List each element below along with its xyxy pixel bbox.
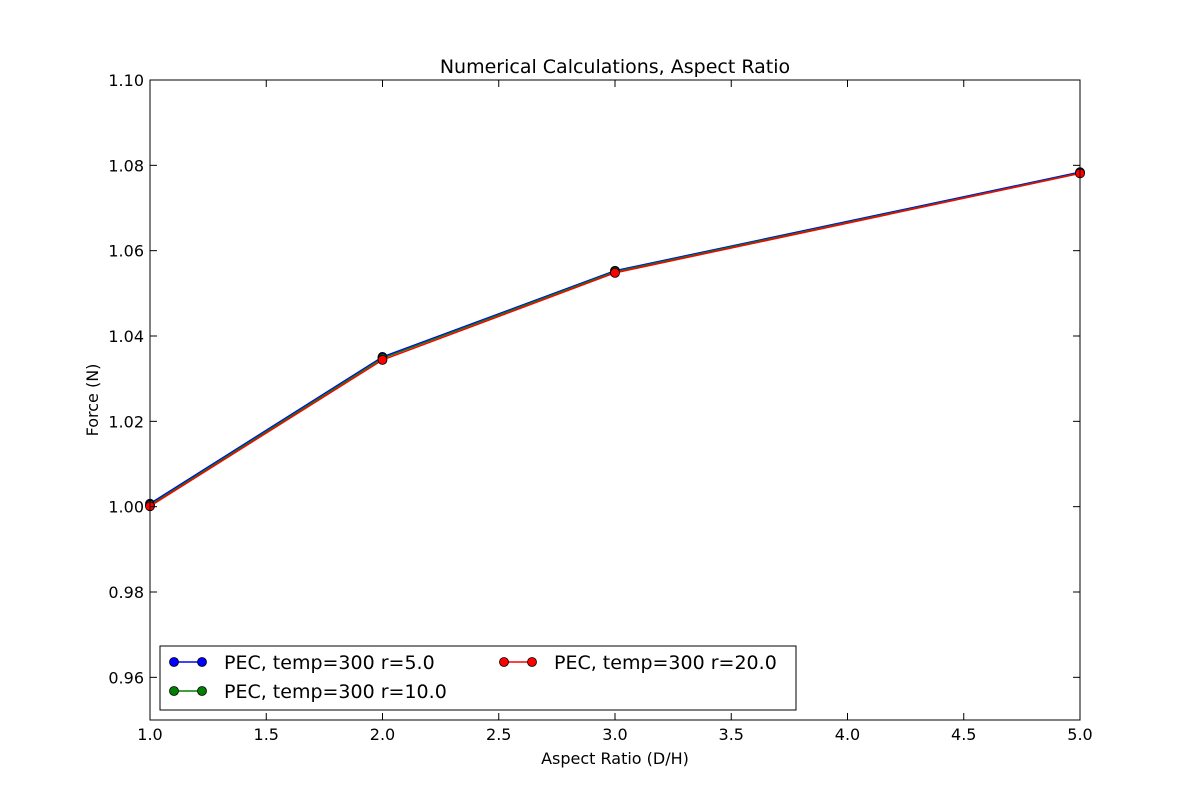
x-tick-label: 3.0 xyxy=(602,725,627,744)
axes-ticks: 1.0 1.5 2.0 2.5 3.0 3.5 4.0 4.5 5.0 0.96 0.98 1.00 1… xyxy=(108,71,1092,744)
y-tick-label: 0.96 xyxy=(108,668,144,687)
legend-marker xyxy=(197,686,207,696)
x-axis-label: Aspect Ratio (D/H) xyxy=(541,749,689,768)
legend-label: PEC, temp=300 r=5.0 xyxy=(224,652,435,674)
legend-marker xyxy=(499,657,509,667)
y-tick-label: 1.10 xyxy=(108,71,144,90)
y-tick-label: 1.08 xyxy=(108,156,144,175)
data-point xyxy=(377,354,388,365)
y-tick-label: 1.00 xyxy=(108,498,144,517)
legend-marker xyxy=(169,657,179,667)
y-axis-label: Force (N) xyxy=(83,364,102,437)
series-line xyxy=(149,172,1081,507)
x-tick-label: 2.0 xyxy=(370,725,395,744)
legend-marker xyxy=(169,686,179,696)
x-tick-label: 4.0 xyxy=(835,725,860,744)
y-tick-label: 1.06 xyxy=(108,242,144,261)
chart-title: Numerical Calculations, Aspect Ratio xyxy=(440,56,790,78)
x-tick-label: 1.0 xyxy=(137,725,162,744)
legend-marker xyxy=(197,657,207,667)
x-tick-label: 5.0 xyxy=(1067,725,1092,744)
series-line xyxy=(149,171,1081,505)
legend-entry: PEC, temp=300 r=10.0 xyxy=(169,681,447,703)
legend-marker xyxy=(527,657,537,667)
legend-label: PEC, temp=300 r=20.0 xyxy=(554,652,777,674)
legend-entry: PEC, temp=300 r=20.0 xyxy=(499,652,777,674)
x-tick-label: 4.5 xyxy=(951,725,976,744)
legend-label: PEC, temp=300 r=10.0 xyxy=(224,681,447,703)
plot-area xyxy=(145,167,1085,512)
series-line xyxy=(149,172,1081,506)
x-tick-label: 1.5 xyxy=(254,725,279,744)
y-tick-label: 1.04 xyxy=(108,327,144,346)
legend: PEC, temp=300 r=5.0 PEC, temp=300 r=10.0 P… xyxy=(159,645,797,711)
x-tick-label: 3.5 xyxy=(719,725,744,744)
data-point xyxy=(610,267,620,278)
legend-entry: PEC, temp=300 r=5.0 xyxy=(169,652,435,674)
legend-box xyxy=(159,645,797,711)
x-tick-label: 2.5 xyxy=(486,725,511,744)
y-tick-label: 1.02 xyxy=(108,412,144,431)
y-tick-label: 0.98 xyxy=(108,583,144,602)
